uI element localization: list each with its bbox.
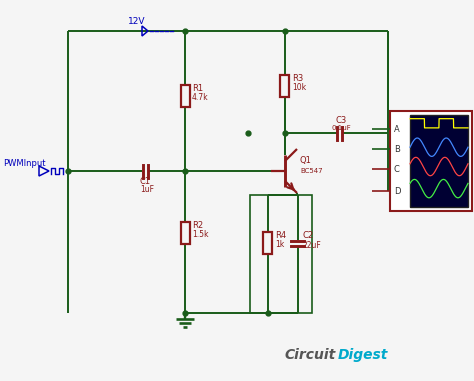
Text: B: B — [394, 144, 400, 154]
Text: 4.7k: 4.7k — [192, 93, 209, 102]
Bar — [410, 115, 468, 207]
Text: 1k: 1k — [275, 240, 284, 249]
Text: C2: C2 — [303, 231, 314, 240]
Text: C1: C1 — [140, 177, 151, 186]
Text: R2: R2 — [192, 221, 203, 230]
Bar — [281, 75, 290, 97]
Text: A: A — [394, 125, 400, 133]
Text: PWMInput: PWMInput — [3, 159, 46, 168]
Text: Circuit: Circuit — [285, 348, 336, 362]
Text: R4: R4 — [275, 231, 286, 240]
Text: 1uF: 1uF — [140, 185, 154, 194]
Text: 12V: 12V — [128, 17, 146, 26]
Text: BC547: BC547 — [300, 168, 323, 174]
Bar — [250, 195, 312, 313]
Text: 10k: 10k — [292, 83, 306, 92]
Bar — [181, 222, 190, 244]
Bar — [181, 85, 190, 107]
Text: Q1: Q1 — [300, 156, 312, 165]
Text: D: D — [394, 187, 401, 195]
Bar — [390, 111, 472, 211]
Text: 1.5k: 1.5k — [192, 230, 209, 239]
Text: C3: C3 — [336, 116, 347, 125]
Bar — [264, 232, 273, 254]
Text: Digest: Digest — [338, 348, 388, 362]
Text: C: C — [394, 165, 400, 173]
Text: R1: R1 — [192, 84, 203, 93]
Text: 22uF: 22uF — [303, 241, 322, 250]
Text: 0.1uF: 0.1uF — [332, 125, 352, 131]
Text: R3: R3 — [292, 74, 303, 83]
